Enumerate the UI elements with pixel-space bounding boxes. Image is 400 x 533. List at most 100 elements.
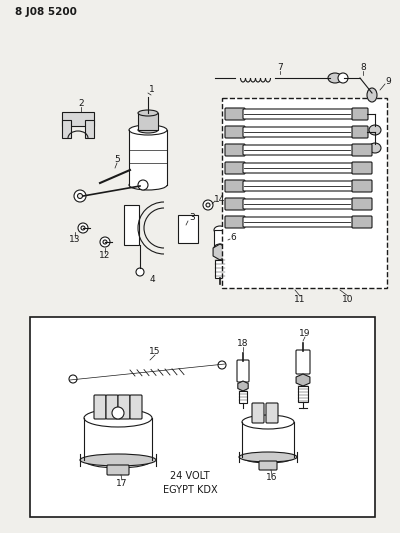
FancyBboxPatch shape	[225, 198, 245, 210]
Text: 19: 19	[299, 329, 311, 338]
Text: 8 J08 5200: 8 J08 5200	[15, 7, 77, 17]
Text: 17: 17	[116, 479, 128, 488]
FancyBboxPatch shape	[106, 395, 118, 419]
Bar	[62, 120, 71, 138]
FancyBboxPatch shape	[352, 144, 372, 156]
Bar	[85, 120, 94, 138]
Ellipse shape	[214, 244, 226, 252]
FancyBboxPatch shape	[266, 403, 278, 423]
Ellipse shape	[242, 451, 294, 463]
Text: 9: 9	[385, 77, 391, 86]
FancyBboxPatch shape	[225, 162, 245, 174]
FancyBboxPatch shape	[107, 465, 129, 475]
FancyBboxPatch shape	[352, 216, 372, 228]
Circle shape	[206, 203, 210, 207]
Bar	[222, 98, 387, 288]
FancyBboxPatch shape	[118, 395, 130, 419]
FancyBboxPatch shape	[225, 144, 245, 156]
FancyBboxPatch shape	[243, 127, 353, 137]
FancyBboxPatch shape	[352, 180, 372, 192]
Ellipse shape	[138, 127, 158, 133]
Circle shape	[138, 180, 148, 190]
Bar	[30, 317, 375, 517]
FancyBboxPatch shape	[352, 162, 372, 174]
Circle shape	[81, 226, 85, 230]
Ellipse shape	[138, 110, 158, 116]
FancyBboxPatch shape	[296, 350, 310, 374]
Bar	[298, 386, 308, 402]
Bar	[215, 260, 225, 278]
Bar	[242, 422, 294, 457]
FancyBboxPatch shape	[243, 145, 353, 155]
Ellipse shape	[239, 452, 297, 462]
Polygon shape	[296, 374, 310, 386]
Ellipse shape	[242, 415, 294, 429]
FancyBboxPatch shape	[94, 395, 106, 419]
Polygon shape	[213, 244, 227, 260]
Circle shape	[74, 190, 86, 202]
Text: 16: 16	[266, 473, 278, 482]
FancyBboxPatch shape	[225, 126, 245, 138]
FancyBboxPatch shape	[243, 217, 353, 227]
FancyBboxPatch shape	[243, 199, 353, 209]
Text: 15: 15	[149, 348, 161, 357]
Text: 11: 11	[294, 295, 306, 304]
Text: 5: 5	[114, 156, 120, 165]
Ellipse shape	[328, 73, 342, 83]
Text: EGYPT KDX: EGYPT KDX	[163, 485, 217, 495]
Polygon shape	[238, 381, 248, 391]
FancyBboxPatch shape	[352, 126, 368, 138]
FancyBboxPatch shape	[130, 395, 142, 419]
FancyBboxPatch shape	[243, 181, 353, 191]
Circle shape	[338, 73, 348, 83]
FancyBboxPatch shape	[225, 216, 245, 228]
Bar	[138, 113, 158, 130]
Text: 7: 7	[277, 63, 283, 72]
Ellipse shape	[84, 452, 152, 468]
Circle shape	[103, 240, 107, 244]
Text: 14: 14	[214, 196, 226, 205]
Ellipse shape	[214, 226, 226, 234]
Text: 6: 6	[230, 232, 236, 241]
Text: 4: 4	[149, 276, 155, 285]
Ellipse shape	[129, 125, 167, 135]
FancyBboxPatch shape	[352, 108, 368, 120]
Text: 13: 13	[69, 236, 81, 245]
FancyBboxPatch shape	[259, 461, 277, 470]
Text: 1: 1	[149, 85, 155, 94]
Text: 3: 3	[189, 214, 195, 222]
Circle shape	[112, 407, 124, 419]
Text: 24 VOLT: 24 VOLT	[170, 471, 210, 481]
FancyBboxPatch shape	[252, 403, 264, 423]
Circle shape	[136, 268, 144, 276]
Circle shape	[100, 237, 110, 247]
FancyBboxPatch shape	[243, 109, 353, 119]
FancyBboxPatch shape	[237, 360, 249, 382]
Circle shape	[78, 223, 88, 233]
Circle shape	[203, 200, 213, 210]
Circle shape	[69, 375, 77, 383]
Text: 12: 12	[99, 252, 111, 261]
Bar	[129, 130, 167, 185]
Circle shape	[218, 361, 226, 369]
Ellipse shape	[80, 454, 156, 466]
Bar	[62, 112, 94, 126]
Text: 18: 18	[237, 340, 249, 349]
Bar	[214, 230, 226, 248]
Text: 2: 2	[78, 100, 84, 109]
Ellipse shape	[369, 125, 381, 135]
Ellipse shape	[84, 409, 152, 427]
Bar	[239, 391, 247, 403]
FancyBboxPatch shape	[225, 180, 245, 192]
Circle shape	[78, 193, 82, 198]
Bar	[124, 205, 139, 245]
Bar	[84, 418, 152, 460]
Bar	[178, 215, 198, 243]
FancyBboxPatch shape	[352, 198, 372, 210]
FancyBboxPatch shape	[243, 163, 353, 173]
Ellipse shape	[367, 88, 377, 102]
Ellipse shape	[129, 180, 167, 190]
Ellipse shape	[369, 143, 381, 153]
Text: 10: 10	[342, 295, 354, 304]
FancyBboxPatch shape	[225, 108, 245, 120]
